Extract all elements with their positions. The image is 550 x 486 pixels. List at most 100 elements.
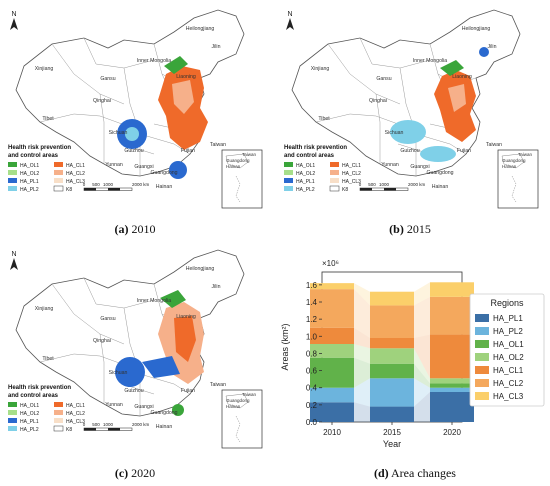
map-a-place-label: Yunnan (105, 162, 123, 168)
map-c-scale-label: 2000 km (132, 422, 150, 427)
map-a-region-cl2 (172, 80, 194, 114)
map-c-province-border (51, 283, 125, 345)
chart-bar-ha_cl3 (430, 282, 474, 297)
map-b-scale-label: 2000 km (408, 182, 426, 187)
map-a-legend-swatch (8, 170, 17, 175)
map-c-legend-label: HA_PL1 (20, 419, 39, 425)
chart-connector-ha_ol2 (354, 344, 430, 384)
caption-b-text: 2015 (403, 222, 431, 236)
caption-c: (c) 2020 (75, 466, 195, 481)
map-b-legend-swatch (284, 162, 293, 167)
map-a-legend-swatch (8, 186, 17, 191)
map-b-legend-label: HA_OL2 (296, 171, 315, 177)
map-c-legend-label: HA_CL1 (66, 403, 85, 409)
map-c-place-label: Liaoning (176, 314, 196, 320)
map-b-place-label: Tibet (318, 116, 330, 122)
map-b-region-pl2 (390, 120, 426, 144)
map-c-province-border (139, 373, 191, 395)
map-c-place-label: Sichuan (109, 370, 128, 376)
chart-connector-ha_cl2 (354, 289, 430, 338)
map-c-place-label: Guangxi (134, 404, 153, 410)
caption-a-text: 2010 (128, 222, 156, 236)
map-c-place-label: Fujian (181, 388, 195, 394)
chart-y-axis-title: Areas (km²) (280, 323, 290, 370)
map-a-scale-label: 2000 km (132, 182, 150, 187)
chart-bar-ha_ol1 (430, 383, 474, 388)
chart-connector-ha_ol1 (354, 357, 430, 388)
map-b-legend-swatch (330, 170, 339, 175)
map-a-legend-label: HA_PL1 (20, 179, 39, 185)
map-b-province-border (315, 113, 399, 125)
map-c-legend-label: K8 (66, 427, 72, 433)
map-c-legend-swatch (8, 402, 17, 407)
map-a-place-label: Guizhou (124, 148, 143, 154)
map-a-legend-title-1: Health risk prevention (8, 145, 71, 151)
map-c-north-arrow-icon (10, 258, 18, 270)
caption-a: (a) 2010 (75, 222, 195, 237)
map-b-place-label: Qinghai (369, 98, 387, 104)
chart-bar-ha_ol2 (370, 348, 414, 364)
chart-bar-ha_pl1 (370, 406, 414, 422)
map-b-place-label: Guangdong (426, 170, 453, 176)
chart-legend-swatch-ha_pl1 (475, 314, 489, 322)
map-b-legend-swatch (284, 178, 293, 183)
map-b-place-label: Sichuan (385, 130, 404, 136)
map-b-legend-label: K8 (342, 187, 348, 193)
map-a-inset-label: Hainan (226, 164, 241, 169)
map-panel-2010: Heilongjiang Xinjiang Inner Mongolia Liaoni… (8, 9, 263, 209)
map-c-place-label: Yunnan (105, 402, 123, 408)
chart-connector-ha_cl3 (354, 282, 430, 306)
map-a-place-label: Liaoning (176, 74, 196, 80)
map-c-region-cl1 (174, 316, 196, 362)
map-b-inset-coast (501, 153, 525, 169)
map-c-region-ol1 (160, 290, 186, 308)
chart-bar-ha_cl1 (430, 334, 474, 379)
chart-legend-swatch-ha_ol2 (475, 353, 489, 361)
chart-x-tick-label: 2020 (443, 428, 461, 437)
map-b-legend-label: HA_CL2 (342, 171, 361, 177)
map-b-place-label: Heilongjiang (462, 26, 491, 32)
map-a-region-pl1-south (169, 161, 187, 179)
chart-bar-ha_cl3 (370, 291, 414, 306)
map-a-legend-label: HA_CL3 (66, 179, 85, 185)
caption-d: (d) Area changes (330, 466, 500, 481)
map-b-legend-title-1: Health risk prevention (284, 145, 347, 151)
caption-b-letter: (b) (389, 222, 404, 236)
map-b-region-ol1 (440, 60, 464, 76)
map-b-legend-swatch (284, 186, 293, 191)
map-c-scale-label: 0 (83, 422, 86, 427)
map-b-place-label: Gansu (376, 76, 391, 82)
map-a-place-label: Tibet (42, 116, 54, 122)
map-b-place-label: Yunnan (381, 162, 399, 168)
chart-y-tick-label: 0.0 (306, 418, 318, 427)
chart-bar-ha_pl1 (430, 392, 474, 422)
map-b-inset-label: Hainan (502, 164, 517, 169)
map-c-inset-frame (221, 389, 263, 449)
map-a-place-label: Taiwan (210, 142, 226, 148)
map-b-inset-label: Guangdong (502, 158, 526, 163)
map-a-legend-label: HA_OL1 (20, 163, 39, 169)
map-a-north-label: N (11, 11, 16, 18)
map-c-legend-label: HA_OL2 (20, 411, 39, 417)
map-a-province-border (51, 43, 125, 105)
chart-legend-title: Regions (490, 298, 524, 308)
chart-legend-label: HA_CL2 (493, 379, 524, 388)
chart-connector-ha_pl2 (354, 378, 430, 407)
map-c-scale-bar-fill (108, 428, 120, 431)
map-a-legend-swatch (53, 185, 64, 192)
chart-exponent-label: ×10⁶ (322, 259, 339, 268)
map-c-legend-swatch (54, 402, 63, 407)
map-c-place-label: Qinghai (93, 338, 111, 344)
map-b-place-label: Inner Mongolia (413, 58, 447, 64)
chart-y-tick-label: 1.4 (306, 298, 318, 307)
map-c-province-border (99, 333, 105, 404)
map-b-inset-islands (511, 175, 517, 203)
map-c-region-ol1-south (172, 404, 184, 416)
map-a-legend-label: HA_CL2 (66, 171, 85, 177)
map-a-province-border (99, 93, 105, 164)
map-a-place-label: Inner Mongolia (137, 58, 171, 64)
map-b-legend-swatch (284, 170, 293, 175)
map-a-place-label: Gansu (100, 76, 115, 82)
map-a-place-label: Fujian (181, 148, 195, 154)
map-a-inset-frame (221, 149, 263, 209)
